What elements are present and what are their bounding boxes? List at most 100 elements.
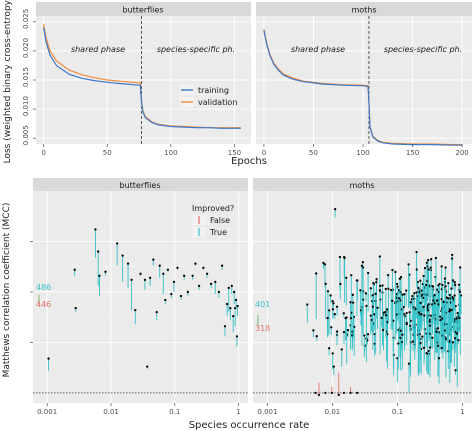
mcc-point xyxy=(339,282,342,286)
mcc-point xyxy=(381,284,384,287)
mcc-point xyxy=(146,365,149,368)
mcc-point xyxy=(326,290,330,293)
mcc-point xyxy=(346,328,350,332)
mcc-point xyxy=(408,311,411,314)
mcc-point xyxy=(451,279,455,282)
mcc-point xyxy=(366,271,370,275)
mcc-point xyxy=(116,242,119,245)
mcc-point xyxy=(365,304,368,308)
mcc-point xyxy=(453,283,457,287)
mcc-point xyxy=(453,281,456,284)
mcc-point xyxy=(452,297,455,300)
loss-y-tick-label: 0.020 xyxy=(22,38,30,58)
mcc-point xyxy=(450,287,453,290)
mcc-point xyxy=(425,352,428,355)
mcc-point xyxy=(322,261,325,265)
mcc-point xyxy=(130,278,133,281)
mcc-point xyxy=(314,391,317,395)
mcc-point xyxy=(419,301,422,304)
mcc-point xyxy=(312,329,315,332)
mcc-point xyxy=(220,264,224,267)
moths-mcc-marks xyxy=(257,208,463,397)
moths-true-annotation: 401 xyxy=(255,300,270,309)
loss-y-tick-label: 0.025 xyxy=(22,9,30,29)
mcc-point xyxy=(427,349,430,353)
mcc-point xyxy=(417,286,420,290)
mcc-point xyxy=(448,293,452,297)
butterflies-loss-grid xyxy=(36,16,251,144)
mcc-point xyxy=(435,330,438,333)
mcc-point xyxy=(441,283,444,287)
moths-training-line xyxy=(263,30,463,146)
mcc-point xyxy=(394,270,397,274)
mcc-point xyxy=(426,258,430,262)
mcc-point xyxy=(386,273,390,277)
mcc-x-tick-label: 0.001 xyxy=(257,408,277,416)
mcc-point xyxy=(333,313,336,316)
mcc-point xyxy=(442,300,445,303)
mcc-point xyxy=(366,333,370,336)
mcc-point xyxy=(330,391,334,395)
mcc-point xyxy=(399,275,403,279)
mcc-point xyxy=(47,357,50,360)
mcc-point xyxy=(431,285,435,288)
mcc-point xyxy=(421,335,424,338)
mcc-point xyxy=(431,336,434,339)
loss-legend: training validation xyxy=(180,85,237,107)
mcc-plot: Matthews correlation coefficient (MCC) S… xyxy=(2,178,472,431)
mcc-point xyxy=(395,282,399,285)
moths-mcc-strip-title: moths xyxy=(349,181,374,190)
mcc-point xyxy=(378,289,382,292)
mcc-point xyxy=(420,313,423,316)
mcc-point xyxy=(444,266,447,269)
loss-x-tick-label: 100 xyxy=(164,149,177,157)
mcc-point xyxy=(413,292,416,295)
mcc-point xyxy=(335,330,339,333)
mcc-point xyxy=(372,281,375,285)
mcc-point xyxy=(385,314,388,317)
mcc-point xyxy=(235,335,239,338)
mcc-point xyxy=(398,297,401,300)
mcc-legend-title: Improved? xyxy=(192,204,234,213)
mcc-point xyxy=(409,324,412,328)
mcc-point xyxy=(429,266,432,269)
mcc-point xyxy=(429,314,433,317)
loss-y-tick-label: 0.005 xyxy=(22,125,30,145)
mcc-x-tick-label: 0.1 xyxy=(169,408,180,416)
mcc-point xyxy=(226,302,229,306)
mcc-point xyxy=(197,284,201,288)
mcc-point xyxy=(411,340,415,343)
mcc-point xyxy=(458,316,461,320)
mcc-point xyxy=(422,305,425,308)
mcc-point xyxy=(436,288,439,291)
mcc-point xyxy=(448,310,451,313)
mcc-point xyxy=(229,306,232,310)
mcc-point xyxy=(421,293,424,296)
mcc-point xyxy=(428,318,432,321)
mcc-point xyxy=(345,316,348,319)
mcc-point xyxy=(453,294,456,297)
mcc-point xyxy=(440,265,443,268)
mcc-point xyxy=(422,274,425,278)
mcc-point xyxy=(361,261,365,264)
mcc-point xyxy=(73,268,76,271)
mcc-point xyxy=(437,303,440,306)
mcc-point xyxy=(349,317,353,320)
mcc-point xyxy=(327,347,331,350)
mcc-point xyxy=(447,297,450,300)
mcc-point xyxy=(403,313,406,316)
mcc-point xyxy=(227,286,230,290)
mcc-point xyxy=(401,333,404,336)
mcc-point xyxy=(158,264,161,267)
mcc-point xyxy=(440,346,443,350)
mcc-point xyxy=(121,254,124,257)
mcc-point xyxy=(361,266,365,269)
mcc-point xyxy=(364,292,368,295)
mcc-point xyxy=(331,299,334,303)
butterflies-mcc-strip-title: butterflies xyxy=(120,181,161,190)
loss-x-tick-label: 150 xyxy=(228,149,241,157)
mcc-point xyxy=(390,288,393,292)
mcc-point xyxy=(337,393,340,397)
mcc-point xyxy=(332,365,335,368)
